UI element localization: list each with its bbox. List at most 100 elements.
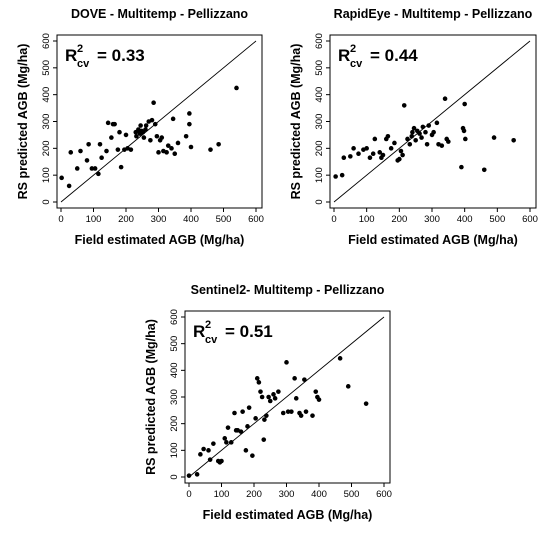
y-tick-label: 0	[169, 474, 180, 479]
data-point	[89, 166, 95, 171]
data-point	[206, 448, 211, 453]
data-point	[211, 441, 216, 446]
data-point	[409, 133, 415, 139]
data-point	[188, 144, 194, 150]
x-tick-label: 0	[58, 214, 63, 225]
r2-symbol: R	[338, 46, 350, 65]
data-point	[310, 413, 315, 418]
data-point	[172, 151, 178, 156]
data-point	[128, 147, 134, 152]
data-point	[152, 121, 158, 127]
data-point	[434, 120, 440, 126]
data-point	[159, 135, 165, 140]
y-tick-label: 600	[41, 33, 52, 49]
x-tick-label: 600	[376, 489, 392, 500]
data-point	[99, 155, 104, 161]
data-point	[398, 148, 404, 154]
x-axis-title: Field estimated AGB (Mg/ha)	[75, 233, 245, 247]
y-axis-title: RS predicted AGB (Mg/ha)	[144, 319, 158, 475]
data-point	[208, 147, 213, 152]
reference-line-1-1	[188, 316, 385, 478]
data-point	[431, 129, 436, 135]
x-tick-label: 200	[118, 214, 134, 225]
data-point	[424, 142, 430, 147]
y-axis-title: RS predicted AGB (Mg/ha)	[289, 44, 303, 200]
data-point	[240, 409, 245, 414]
data-point	[232, 410, 237, 416]
x-axis-title: Field estimated AGB (Mg/ha)	[348, 233, 518, 247]
r2-annotation: R 2 cv = 0.51	[193, 319, 273, 346]
data-point	[380, 152, 386, 158]
x-tick-label: 100	[86, 214, 102, 225]
data-point	[303, 409, 309, 414]
data-point	[115, 147, 121, 152]
data-point	[267, 398, 273, 404]
x-tick-label: 0	[186, 489, 191, 500]
data-point	[377, 150, 383, 155]
r2-subscript: cv	[205, 334, 218, 346]
data-point	[410, 129, 415, 135]
data-point	[201, 446, 206, 452]
data-point	[198, 452, 203, 457]
x-tick-label: 200	[391, 214, 407, 225]
data-point	[148, 137, 153, 143]
y-tick-label: 300	[314, 114, 325, 130]
x-tick-label: 600	[248, 214, 264, 225]
x-tick-label: 500	[216, 214, 232, 225]
data-point	[272, 396, 278, 401]
data-point	[363, 401, 369, 406]
chart-title: Sentinel2- Multitemp - Pellizzano	[191, 283, 385, 297]
data-point	[141, 135, 147, 140]
data-point	[59, 175, 64, 181]
data-point	[219, 458, 224, 464]
x-tick-label: 200	[246, 489, 262, 500]
x-tick-label: 400	[183, 214, 199, 225]
r2-symbol: R	[65, 46, 77, 65]
data-point	[222, 436, 228, 441]
x-tick-label: 0	[331, 214, 336, 225]
data-point	[481, 167, 487, 173]
data-point	[356, 151, 361, 156]
y-tick-label: 400	[41, 87, 52, 103]
data-point	[187, 121, 192, 127]
data-point	[446, 139, 451, 144]
x-tick-label: 600	[522, 214, 538, 225]
data-point	[68, 150, 74, 155]
data-point	[413, 137, 418, 143]
data-point	[234, 85, 239, 91]
data-point	[462, 101, 467, 107]
data-point	[138, 123, 143, 128]
y-tick-label: 300	[169, 389, 180, 405]
r2-superscript: 2	[77, 43, 83, 55]
data-point	[123, 132, 129, 138]
data-point	[348, 154, 353, 159]
data-point	[426, 123, 432, 128]
x-tick-label: 400	[311, 489, 327, 500]
data-point	[276, 389, 281, 394]
r2-value: = 0.33	[97, 46, 145, 65]
y-axis-title: RS predicted AGB (Mg/ha)	[16, 44, 30, 200]
data-point	[339, 172, 345, 178]
chart-panel-3: Sentinel2- Multitemp - Pellizzano 0 100 200…	[144, 283, 392, 522]
data-point	[117, 129, 122, 135]
data-point	[417, 131, 422, 136]
data-point	[259, 394, 265, 400]
x-tick-label: 100	[359, 214, 375, 225]
data-point	[105, 120, 111, 126]
y-tick-label: 0	[41, 199, 52, 204]
y-tick-label: 100	[169, 442, 180, 458]
data-point	[194, 472, 200, 477]
data-point	[165, 143, 171, 148]
data-point	[186, 473, 192, 478]
data-point	[284, 360, 289, 365]
y-tick-label: 100	[41, 167, 52, 183]
data-point	[170, 116, 176, 122]
data-point	[256, 380, 262, 385]
data-point	[285, 409, 291, 414]
y-tick-label: 600	[314, 33, 325, 49]
chart-title: RapidEye - Multitemp - Pellizzano	[334, 7, 533, 21]
data-point	[271, 392, 276, 397]
x-tick-label: 300	[151, 214, 167, 225]
data-point	[392, 140, 397, 146]
